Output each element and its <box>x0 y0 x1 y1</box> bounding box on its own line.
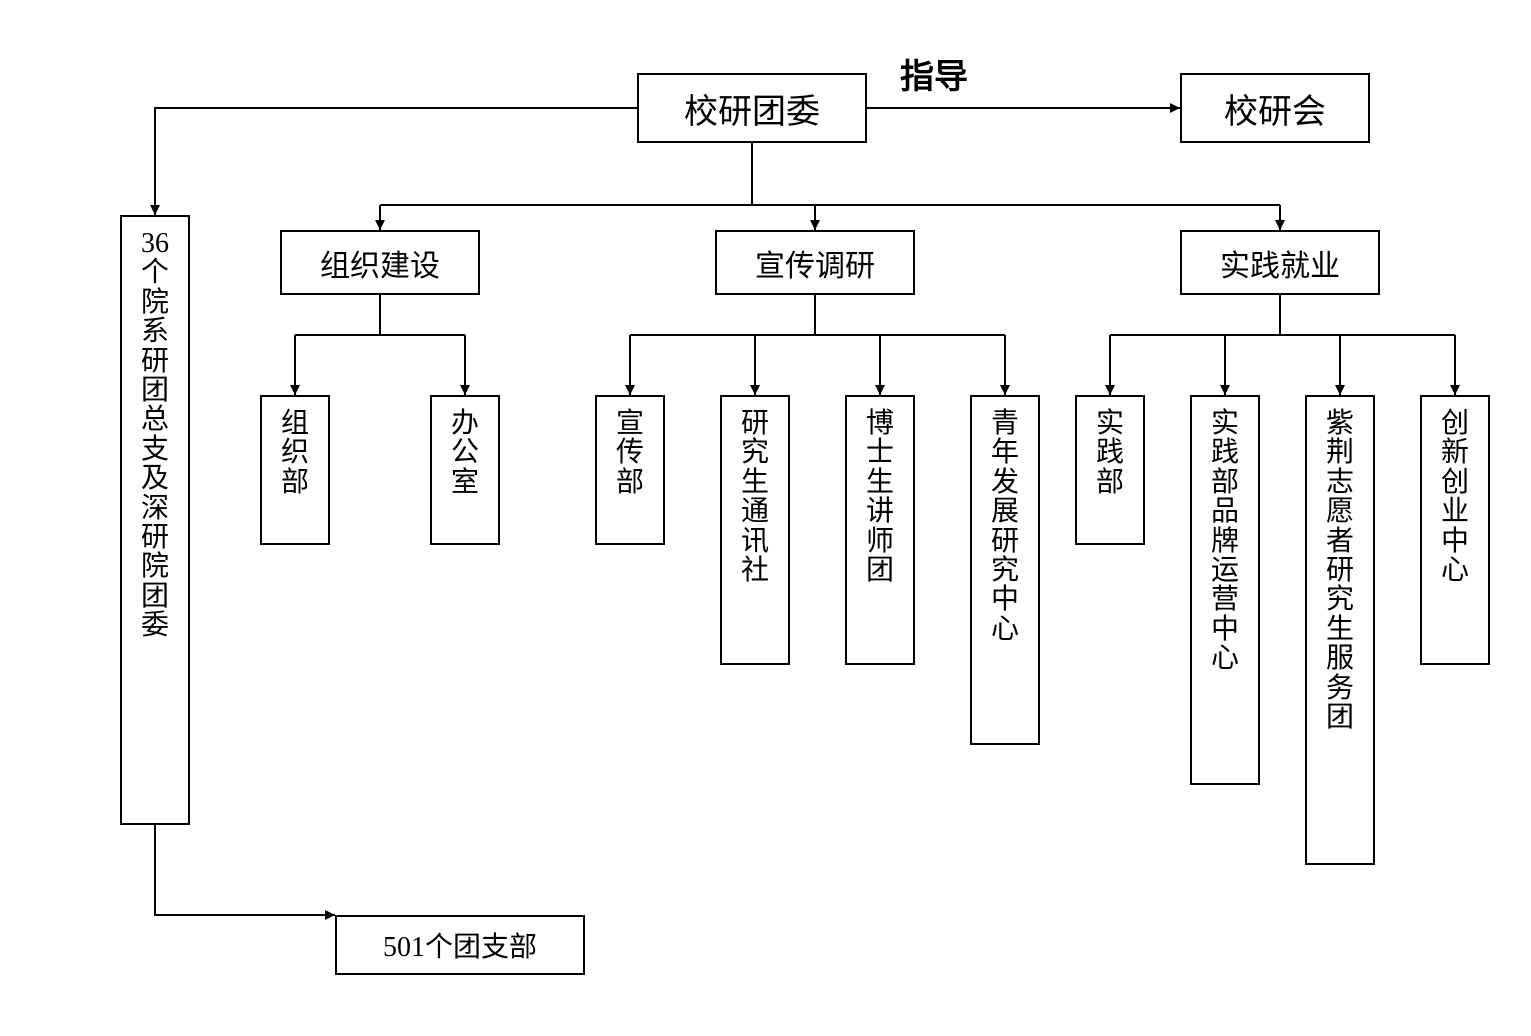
node-mid2: 宣传调研 <box>715 230 915 295</box>
node-leaf-c4: 创新创业中心 <box>1420 395 1490 665</box>
node-subbranch: 501个团支部 <box>335 915 585 975</box>
node-leaf-c2-label: 实践部品牌运营中心 <box>1211 409 1239 674</box>
node-leaf-c1: 实践部 <box>1075 395 1145 545</box>
node-leaf-b1-label: 宣传部 <box>616 409 644 497</box>
node-leaf-b1: 宣传部 <box>595 395 665 545</box>
node-root-label: 校研团委 <box>684 84 820 133</box>
node-mid3-label: 实践就业 <box>1220 241 1340 285</box>
node-branches: 36个院系研团总支及深研院团委 <box>120 215 190 825</box>
edge-label-guidance: 指导 <box>900 49 968 98</box>
node-mid3: 实践就业 <box>1180 230 1380 295</box>
node-leaf-c4-label: 创新创业中心 <box>1441 409 1469 585</box>
node-mid1-label: 组织建设 <box>320 241 440 285</box>
node-leaf-c3-label: 紫荆志愿者研究生服务团 <box>1326 409 1354 732</box>
node-leaf-c3: 紫荆志愿者研究生服务团 <box>1305 395 1375 865</box>
node-assoc: 校研会 <box>1180 73 1370 143</box>
node-root: 校研团委 <box>637 73 867 143</box>
node-mid2-label: 宣传调研 <box>755 241 875 285</box>
node-leaf-a2-label: 办公室 <box>451 409 479 497</box>
node-leaf-a1: 组织部 <box>260 395 330 545</box>
node-leaf-c2: 实践部品牌运营中心 <box>1190 395 1260 785</box>
node-leaf-b2-label: 研究生通讯社 <box>741 409 769 585</box>
node-leaf-b3-label: 博士生讲师团 <box>866 409 894 585</box>
node-leaf-a1-label: 组织部 <box>281 409 309 497</box>
node-subbranch-label: 501个团支部 <box>383 925 537 965</box>
node-branches-label: 36个院系研团总支及深研院团委 <box>141 229 169 640</box>
node-leaf-b4-label: 青年发展研究中心 <box>991 409 1019 644</box>
node-leaf-b3: 博士生讲师团 <box>845 395 915 665</box>
node-mid1: 组织建设 <box>280 230 480 295</box>
node-leaf-b4: 青年发展研究中心 <box>970 395 1040 745</box>
node-leaf-b2: 研究生通讯社 <box>720 395 790 665</box>
node-leaf-c1-label: 实践部 <box>1096 409 1124 497</box>
org-chart-canvas: 指导 校研团委 校研会 36个院系研团总支及深研院团委 501个团支部 组织建设… <box>0 0 1531 1036</box>
node-leaf-a2: 办公室 <box>430 395 500 545</box>
node-assoc-label: 校研会 <box>1224 84 1326 133</box>
